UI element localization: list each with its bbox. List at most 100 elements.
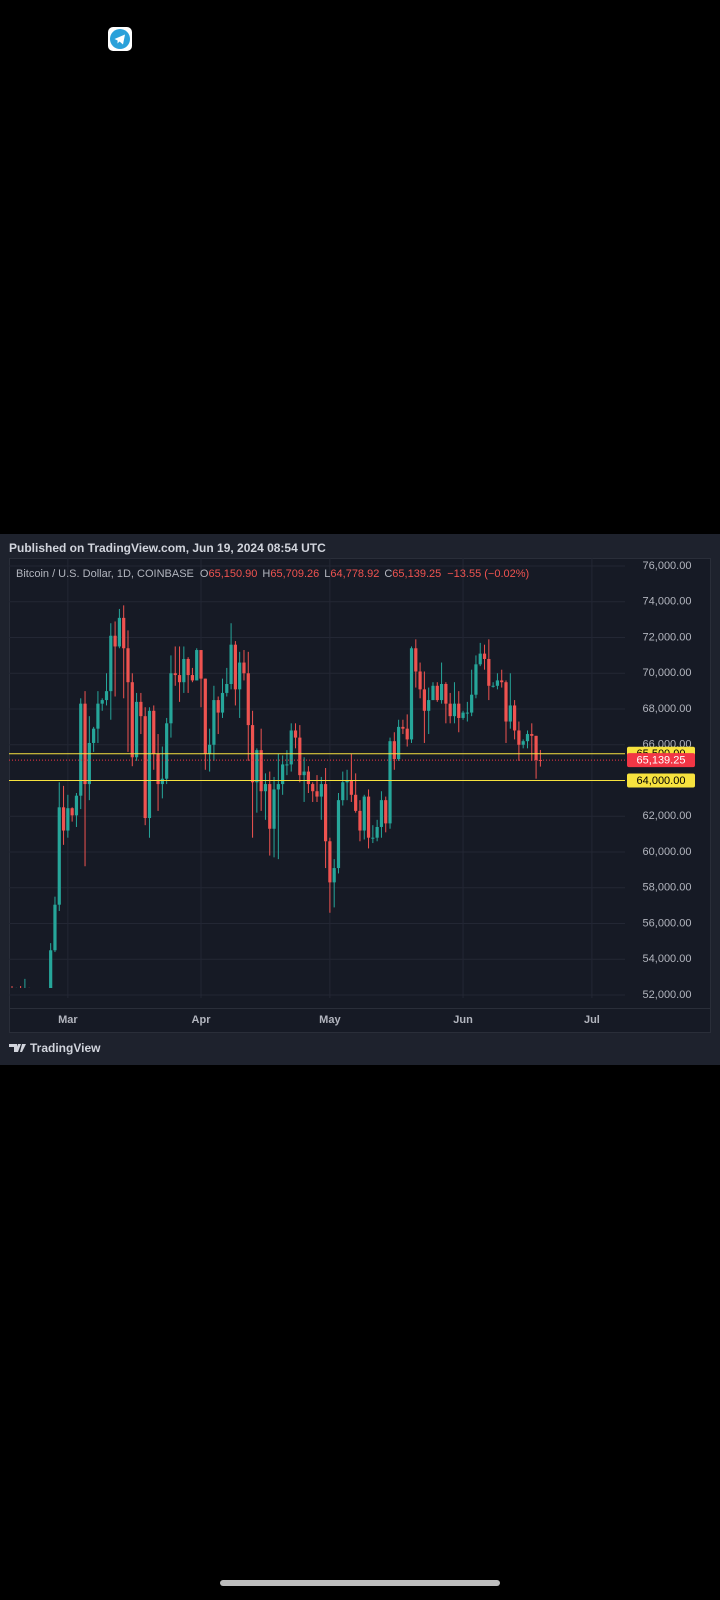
candle-body [195,650,199,681]
legend-value: 65,709.26 [270,568,319,580]
candle-body [491,685,495,687]
candle-body [242,662,246,674]
candle-body [461,712,465,718]
candle-body [478,653,482,665]
candle-body [152,710,156,754]
candle-body [358,810,362,831]
candle-body [259,750,263,792]
candle-body [160,778,164,785]
candle-body [311,784,315,792]
candle-body [100,700,104,704]
candle-body [525,734,530,742]
candle-body [246,673,250,726]
candle-body [203,678,207,754]
candle-body [225,683,229,693]
candle-body [306,771,311,785]
candle-body [362,796,366,831]
candle-body [457,703,461,718]
x-tick-label: Jul [584,1014,600,1026]
candle-body [276,784,280,790]
candle-body [190,675,195,681]
candle-body [117,617,121,647]
candle-body [70,808,74,816]
candle-body [92,728,96,743]
candle-body [109,635,113,692]
candle-body [392,741,396,760]
candle-body [263,784,268,792]
candle-body [405,728,409,740]
candle-body [482,653,487,659]
candle-body [53,904,57,951]
legend-key: H [262,568,270,580]
candle-body [126,648,130,683]
level-label: 64,000.00 [637,775,686,787]
candle-body [388,741,392,824]
y-tick-label: 68,000.00 [643,703,692,715]
candle-body [156,753,160,785]
candle-body [323,784,328,842]
legend-change: −13.55 (−0.02%) [447,568,529,580]
candle-body [354,794,358,811]
candle-body [122,617,126,649]
footer-brand: TradingView [30,1041,101,1055]
candle-body [134,701,139,758]
candle-body [130,682,134,758]
x-tick-label: Jun [453,1014,473,1026]
candle-body [328,841,332,883]
candle-body [379,800,384,827]
y-tick-label: 74,000.00 [643,596,692,608]
candle-body [414,648,418,672]
candle-body [66,808,70,831]
level-label-bg [627,773,695,788]
candle-body [418,671,422,690]
y-tick-label: 54,000.00 [643,953,692,965]
y-tick-label: 60,000.00 [643,846,692,858]
candle-body [319,784,323,797]
candle-body [104,691,109,701]
x-tick-label: Mar [58,1014,78,1026]
candle-body [147,710,152,819]
candle-body [422,689,426,711]
candle-body [212,700,216,745]
candle-body [255,750,259,783]
y-tick-label: 72,000.00 [643,631,692,643]
y-tick-label: 56,000.00 [643,917,692,929]
x-tick-label: May [319,1014,341,1026]
candle-body [332,868,336,883]
candle-body [199,650,203,679]
candle-body [285,764,289,766]
candle-body [409,648,414,740]
overlays: 52,000.00 54,000.00 56,000.00 58,000.00 60,0… [9,560,695,1026]
candle-body [315,791,319,797]
candle-body [233,644,237,690]
candle-body [216,700,220,713]
candle-body [349,780,353,795]
candle-body [495,680,500,686]
home-indicator [220,1580,500,1586]
candle-body [289,730,293,765]
candle-body [435,685,439,701]
candle-body [173,673,177,676]
candle-body [186,658,190,676]
candle-body [229,644,233,684]
candle-body [83,703,87,785]
telegram-icon[interactable] [108,27,132,51]
candle-body [57,807,61,905]
last-price-label: 65,139.25 [637,755,686,767]
legend-value: 65,139.25 [392,568,441,580]
candle-body [517,730,521,745]
candle-body [298,737,302,776]
candle-body [113,635,117,647]
candle-body [61,807,66,831]
candle-body [513,705,517,731]
candle-body [401,726,405,729]
candle-body [272,789,276,829]
y-tick-label: 76,000.00 [643,560,692,572]
candle-body [431,685,435,701]
candle-body [465,712,469,714]
candle-body [508,705,512,722]
candle-body [74,795,79,816]
candle-body [87,742,91,785]
